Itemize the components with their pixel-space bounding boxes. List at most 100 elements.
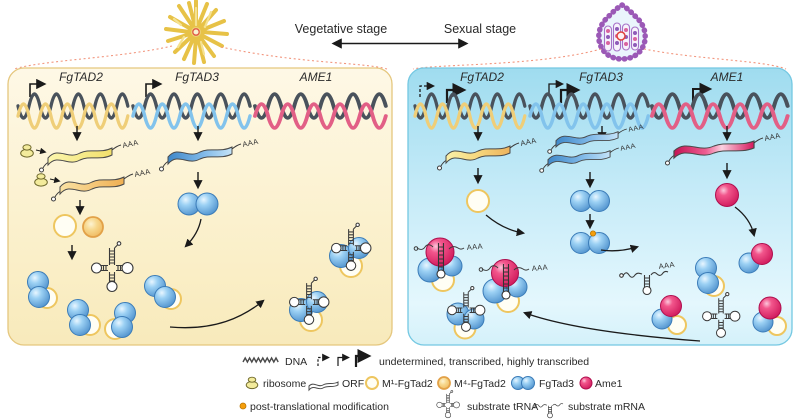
connector-dotted-line	[643, 48, 787, 70]
ribosome-loading-arrow	[35, 147, 47, 155]
connector-dotted-line	[13, 45, 173, 70]
editing-complex	[67, 299, 101, 336]
editing-complex	[104, 302, 136, 340]
curved-flow-arrow	[523, 311, 701, 342]
ribosome-icon	[34, 173, 48, 187]
dna-icon	[242, 357, 279, 363]
ame1-mrna: AAA	[665, 131, 782, 166]
substrate-trna-icon	[436, 390, 460, 419]
fgtad3-dimer-modified	[570, 230, 610, 254]
vegetative-panel: FgTAD2 FgTAD3 AME1 AAA AAA AAA	[7, 67, 393, 346]
gene-label-fgtad3: FgTAD3	[579, 70, 623, 84]
gene-label-fgtad2: FgTAD2	[460, 70, 504, 84]
curved-flow-arrow	[184, 218, 202, 248]
legend-ribosome: ribosome	[245, 376, 306, 390]
editing-complex	[695, 257, 725, 297]
transcribed-arrow-icon	[337, 353, 350, 366]
polya-tail-label: AAA	[520, 136, 538, 148]
polya-tail-label: AAA	[764, 131, 782, 143]
legend-transcription-arrows: undetermined, transcribed, highly transc…	[317, 348, 589, 368]
high-transcription-arrow	[445, 82, 467, 103]
sexual-stage-label: Sexual stage	[444, 22, 516, 36]
fgtad3-sphere	[588, 190, 610, 212]
sexual-perithecium-illustration	[596, 1, 648, 62]
ame1-protein	[425, 237, 455, 267]
curved-flow-arrow	[600, 244, 640, 253]
fgtad3-mrna: AAA	[159, 137, 260, 172]
perithecium-center-ring	[616, 31, 626, 41]
polya-tail-label: AAA	[531, 263, 548, 273]
high-transcription-arrow	[559, 82, 581, 103]
fgtad2-mrna-m4: AAA	[51, 167, 152, 202]
ribosome-icon	[20, 144, 34, 158]
legend-substrate-mrna: substrate mRNA	[532, 401, 645, 419]
legend-dna-label: DNA	[285, 356, 307, 368]
polya-tail-label: AAA	[134, 167, 152, 179]
legend-ptm: post-translational modification	[239, 401, 389, 413]
polya-tail-label: AAA	[242, 137, 260, 149]
undetermined-transcription-arrow	[419, 81, 436, 97]
fgtad3-icon	[521, 376, 535, 390]
gene-label-ame1: AME1	[710, 70, 744, 84]
vegetative-stage-label: Vegetative stage	[295, 22, 387, 36]
legend-substrate-trna: substrate tRNA	[436, 390, 538, 419]
polya-tail-label: AAA	[466, 242, 483, 252]
mrna-editing-complex: AAA	[413, 237, 483, 292]
legend-orf-label: ORF	[342, 378, 364, 390]
ptm-dot-icon	[239, 402, 247, 410]
transcription-arrow	[29, 78, 47, 97]
polya-tail-label: AAA	[628, 124, 645, 134]
polya-tail-label: AAA	[658, 260, 675, 271]
vegetative-mycelium-illustration	[164, 0, 229, 65]
polya-tail-label: AAA	[620, 143, 637, 153]
legend-ame1: Ame1	[579, 376, 623, 390]
curved-flow-arrow	[169, 299, 265, 329]
gene-label-fgtad2: FgTAD2	[59, 70, 103, 84]
legend-mrna-label: substrate mRNA	[568, 401, 645, 413]
stage-header: Vegetative stage Sexual stage	[13, 0, 787, 70]
polya-tail-label: AAA	[122, 138, 140, 150]
substrate-mrna-icon: AAA	[619, 260, 675, 296]
orf-icon	[308, 381, 339, 392]
high-transcription-arrow	[692, 82, 713, 102]
m1-fgtad2-icon	[365, 376, 379, 390]
legend-orf: ORF	[308, 378, 364, 392]
ame1-protein	[715, 183, 739, 207]
mrna-editing-complex: AAA	[478, 259, 548, 313]
fgtad3-sphere	[588, 232, 610, 254]
trna-editing-complex	[446, 286, 486, 340]
ame1-editing-complex	[752, 296, 787, 336]
m4-fgtad2-protein	[82, 216, 104, 238]
fgtad3-mrna-1: AAA	[547, 124, 645, 154]
legend-fgtad3: FgTad3	[511, 376, 574, 390]
ame1-icon	[579, 376, 593, 390]
m1-fgtad2-protein	[53, 214, 77, 238]
m4-fgtad2-icon	[437, 376, 451, 390]
connector-dotted-line	[412, 48, 602, 70]
editing-complex	[144, 275, 182, 310]
m1-fgtad2-protein	[466, 189, 490, 213]
legend-ptm-label: post-translational modification	[250, 401, 389, 413]
ame1-fgtad3-complex	[738, 243, 773, 274]
transcription-arrow	[548, 79, 565, 96]
connector-dotted-line	[220, 46, 388, 70]
fgtad3-dimer	[570, 190, 610, 212]
undetermined-arrow-icon	[317, 353, 330, 366]
legend-fgtad3-label: FgTad3	[539, 378, 574, 390]
legend-trna-label: substrate tRNA	[467, 401, 538, 413]
legend-m4-label: M⁴-FgTad2	[454, 378, 506, 390]
ribosome-loading-arrow	[49, 176, 61, 184]
legend-arrows-label: undetermined, transcribed, highly transc…	[379, 356, 589, 368]
legend-dna: DNA	[242, 356, 307, 368]
legend-m1-fgtad2: M¹-FgTad2	[365, 376, 433, 390]
ptm-dot	[590, 230, 597, 237]
ribosome-icon	[245, 376, 259, 390]
legend-ame1-label: Ame1	[595, 378, 623, 390]
fgtad2-mrna: AAA	[437, 136, 538, 171]
fgtad3-dimer	[177, 192, 219, 216]
fgtad3-mrna-2: AAA	[539, 143, 637, 173]
ame1-protein	[491, 259, 519, 287]
trna-editing-complex	[329, 222, 372, 278]
curved-flow-arrow	[734, 206, 757, 238]
sexual-panel: FgTAD2 FgTAD3 AME1 AAA AAA AAA	[407, 67, 793, 346]
